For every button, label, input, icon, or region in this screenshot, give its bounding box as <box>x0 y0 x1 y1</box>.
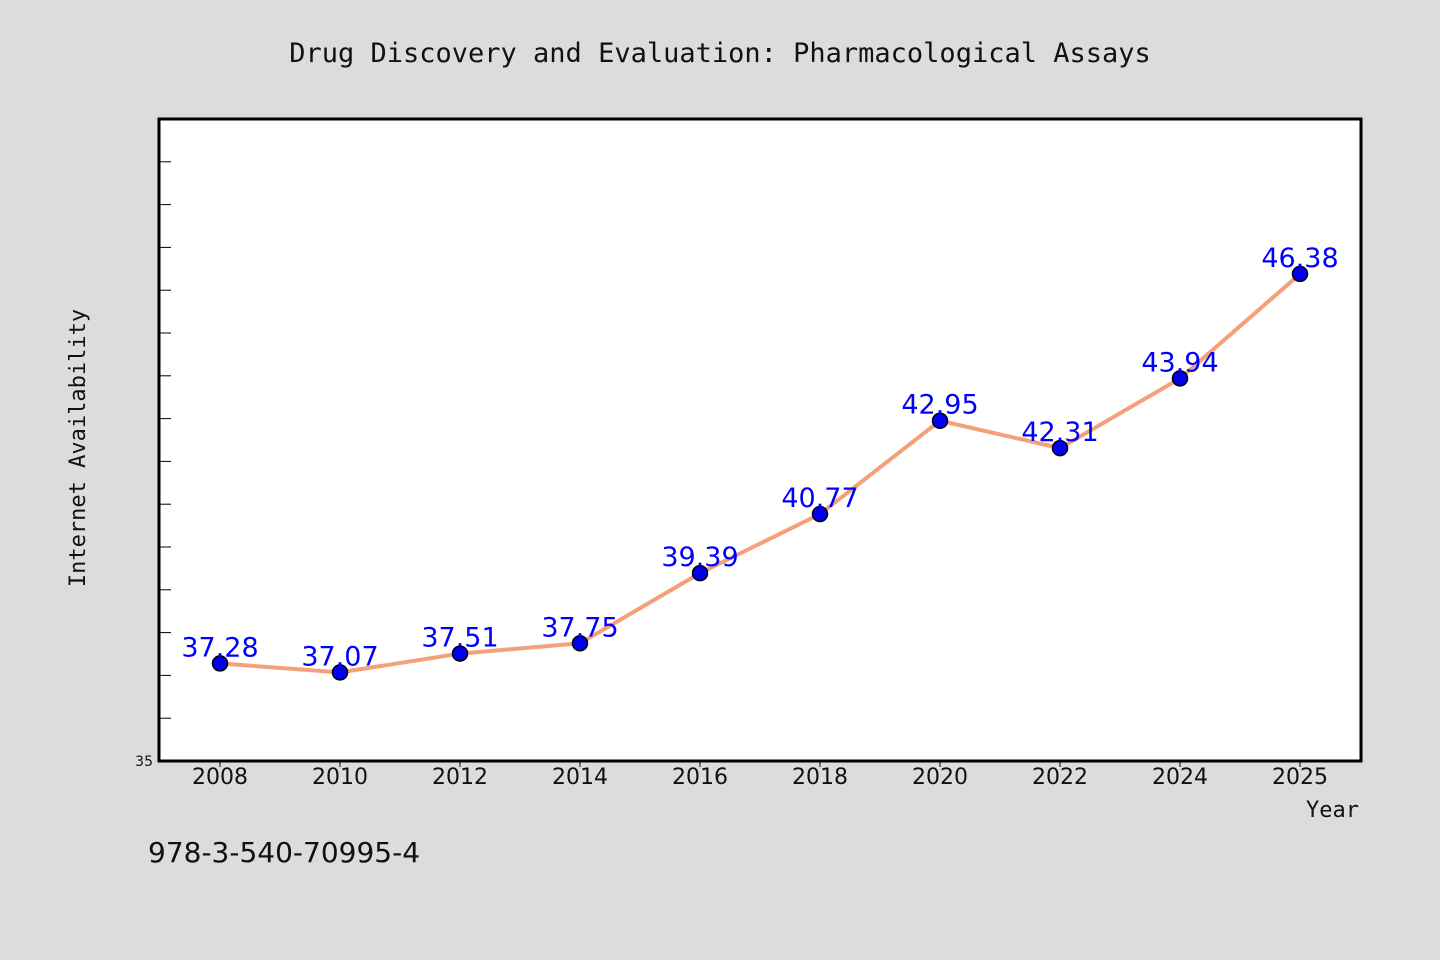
x-axis-ticks: 2008 2010 2012 2014 2016 2018 2020 2022 2024 2025 <box>192 761 1328 790</box>
y-axis-title: Internet Availability <box>66 309 91 587</box>
x-tick-label: 2010 <box>312 765 368 790</box>
x-tick-label: 2025 <box>1272 765 1328 790</box>
data-label: 37.51 <box>421 623 498 654</box>
data-point <box>1051 439 1069 457</box>
data-point <box>571 635 589 652</box>
data-label: 43.94 <box>1141 347 1218 378</box>
data-label: 42.31 <box>1021 417 1098 448</box>
data-label: 46.38 <box>1261 243 1338 274</box>
data-label: 40.77 <box>781 483 858 514</box>
data-point <box>331 664 349 681</box>
data-label: 37.07 <box>301 641 378 672</box>
data-label: 42.95 <box>901 390 978 421</box>
x-tick-label: 2008 <box>192 765 248 790</box>
x-tick-label: 2012 <box>432 765 488 790</box>
data-point <box>931 412 949 429</box>
data-point <box>211 655 229 672</box>
x-axis-title: Year <box>1306 798 1359 823</box>
x-tick-label: 2016 <box>672 765 728 790</box>
data-label: 37.75 <box>541 612 618 643</box>
data-point <box>691 564 709 582</box>
data-point <box>1171 370 1189 387</box>
x-tick-label: 2024 <box>1152 765 1208 790</box>
x-tick-label: 2020 <box>912 765 968 790</box>
data-point <box>451 645 469 662</box>
data-point <box>1291 265 1309 283</box>
series-line <box>219 272 1302 675</box>
plot-area <box>157 117 1363 763</box>
x-tick-label: 2022 <box>1032 765 1088 790</box>
x-tick-label: 2018 <box>792 765 848 790</box>
y-axis-ticks <box>159 161 171 719</box>
data-label: 37.28 <box>181 632 258 663</box>
y-tick-label: 35 <box>135 754 153 770</box>
isbn-text: 978-3-540-70995-4 <box>148 836 420 869</box>
data-markers <box>211 265 1309 681</box>
x-tick-label: 2014 <box>552 765 608 790</box>
data-label: 39.39 <box>661 542 738 573</box>
data-point <box>811 505 829 523</box>
chart-title: Drug Discovery and Evaluation: Pharmacol… <box>289 38 1151 69</box>
data-labels: 37.28 37.07 37.51 37.75 39.39 40.77 42.95 42.31… <box>181 243 1338 672</box>
